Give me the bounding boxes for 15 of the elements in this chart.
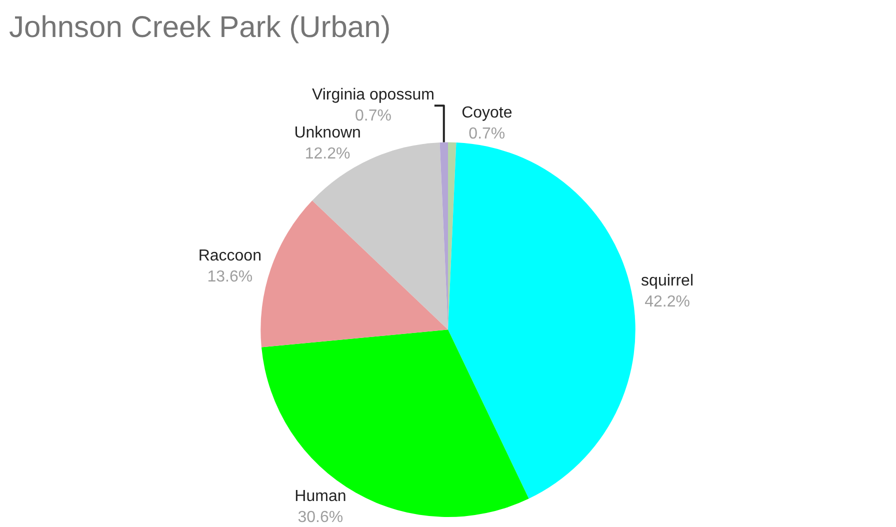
slice-label: Human: [294, 488, 346, 506]
data-label: 12.2%: [304, 145, 350, 162]
slice-label: squirrel: [641, 272, 694, 290]
chart-title: Johnson Creek Park (Urban): [8, 10, 391, 44]
pie-slice: [448, 142, 636, 499]
data-label: 0.7%: [468, 125, 506, 142]
slice-label: Virginia opossum: [312, 86, 434, 104]
data-label: 42.2%: [644, 293, 690, 310]
data-label: 0.7%: [354, 108, 392, 125]
slice-label: Unknown: [294, 124, 361, 142]
data-label: 30.6%: [298, 508, 344, 526]
pie-slice: [260, 200, 448, 348]
slice-label: Coyote: [462, 104, 512, 122]
data-label: 13.6%: [207, 268, 253, 286]
slice-label: Raccoon: [198, 247, 262, 264]
